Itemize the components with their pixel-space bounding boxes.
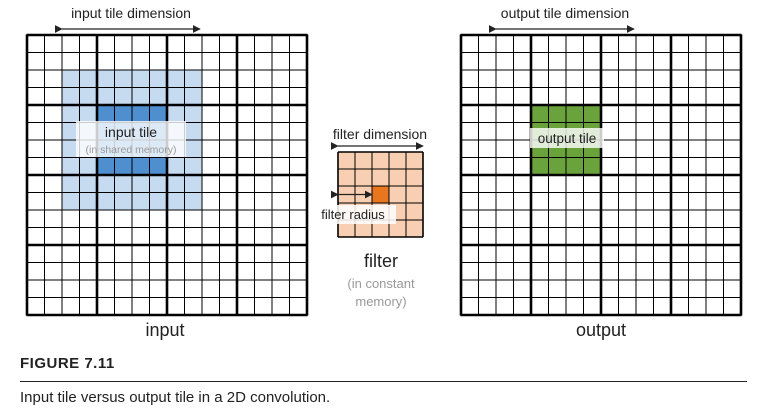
input-grid-lines (25, 33, 309, 317)
output-label: output (576, 320, 626, 340)
figure-caption: Input tile versus output tile in a 2D co… (20, 389, 331, 406)
output-tile-label: output tile (538, 131, 597, 146)
input-grid: input tile (in shared memory) input tile… (25, 5, 309, 340)
filter-dimension-label: filter dimension (333, 126, 427, 142)
output-tile-dimension-label: output tile dimension (501, 5, 629, 21)
input-label: input (145, 320, 184, 340)
filter-radius-label-box (310, 205, 396, 224)
input-tile-label-box (76, 121, 186, 157)
filter-grid: filter dimension filter radius filter (i… (310, 126, 427, 309)
output-tile-label-box (530, 128, 604, 148)
figure-number: FIGURE 7.11 (20, 355, 115, 372)
filter-sublabel-line2: memory) (355, 294, 406, 309)
filter-center-cell (372, 186, 389, 203)
input-tile-label: input tile (105, 124, 157, 140)
filter-sublabel-line1: (in constant (347, 276, 415, 291)
caption-divider (20, 381, 747, 382)
output-grid-lines (459, 33, 743, 317)
input-tile-sublabel: (in shared memory) (85, 144, 176, 156)
filter-label: filter (364, 251, 398, 271)
filter-radius-label: filter radius (321, 207, 385, 222)
input-tile-dimension-label: input tile dimension (71, 5, 191, 21)
output-grid: output tile output tile dimension output (459, 5, 743, 340)
